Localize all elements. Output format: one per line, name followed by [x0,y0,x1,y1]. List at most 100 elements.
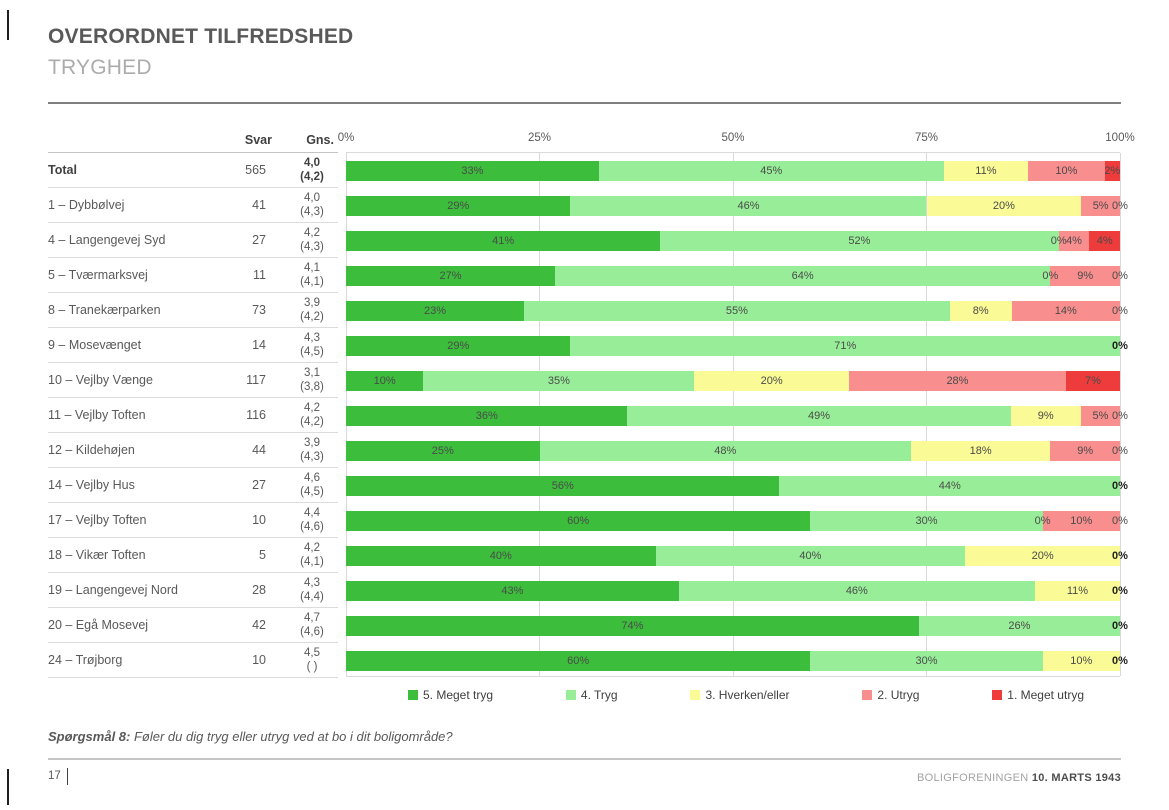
page-title: OVERORDNET TILFREDSHED [48,25,354,48]
segment-label: 30% [915,515,938,527]
gns-previous: (4,3) [300,241,324,253]
gns-current: 3,9 [304,436,320,449]
legend-item: 3. Hverken/eller [690,688,790,702]
gns-previous: (4,2) [300,311,324,323]
footer-date: 10. MARTS 1943 [1031,772,1121,784]
table-row: 1 – Dybbølvej 41 4,0 (4,3) [48,188,338,223]
segment-label: 43% [501,585,524,597]
row-gns-value: 4,2 (4,3) [286,226,338,255]
row-gns-value: 4,5 ( ) [286,646,338,675]
table-row: 10 – Vejlby Vænge 117 3,1 (3,8) [48,363,338,398]
bar-segment [598,161,944,181]
table-header: Svar Gns. [48,130,338,152]
gns-previous: (4,4) [300,591,324,603]
legend-swatch-icon [565,690,576,700]
table-row: 8 – Tranekærparken 73 3,9 (4,2) [48,293,338,328]
stacked-bar: 10% 35% 20% 28% 7% [346,371,1120,391]
row-svar-value: 42 [252,618,266,632]
axis-tick-label: 100% [1105,132,1135,144]
bar-row: 33% 45% 11% 10% 2% [346,153,1120,188]
table-row: 14 – Vejlby Hus 27 4,6 (4,5) [48,468,338,503]
row-svar-value: 5 [259,548,266,562]
bar-segment [949,301,1012,321]
segment-label: 11% [975,165,997,177]
legend-swatch-icon [408,690,418,700]
segment-label: 25% [431,445,454,457]
segment-label: 5% [1092,200,1109,212]
bar-segment [346,616,919,636]
segment-label: 64% [791,270,814,282]
row-label: 14 – Vejlby Hus [48,478,135,492]
bar-segment [1080,406,1120,426]
bar-row: 25% 48% 18% 9% 0% [346,433,1128,468]
gns-current: 4,2 [304,226,320,239]
segment-label: 20% [992,200,1015,212]
chart-plot-area: 33% 45% 11% 10% 2% 29% 46% 20% 5% 0% 41% 52% 0% 4% 4% 2… [345,152,1128,677]
bar-segment [570,196,927,216]
row-svar-value: 565 [245,163,266,177]
chart-legend: 5. Meget tryg 4. Tryg 3. Hverken/eller 2. U… [408,688,1084,702]
bar-segment [1042,511,1120,531]
gns-current: 4,6 [304,471,320,484]
bar-segment [1065,371,1120,391]
segment-label: 52% [848,235,871,247]
bar-segment [965,546,1120,566]
segment-label: 0% [1112,340,1128,352]
bar-segment [1050,441,1120,461]
row-gns-value: 4,2 (4,1) [286,541,338,570]
row-gns-value: 4,1 (4,1) [286,261,338,290]
table-row: 18 – Vikær Toften 5 4,2 (4,1) [48,538,338,573]
row-svar-value: 44 [252,443,266,457]
gns-previous: (4,5) [300,346,324,358]
stacked-bar: 33% 45% 11% 10% 2% [346,161,1120,181]
segment-label: 46% [737,200,760,212]
segment-label: 4% [1066,235,1082,247]
row-gns-value: 4,6 (4,5) [286,471,338,500]
row-svar-value: 27 [252,478,266,492]
legend-item: 1. Meget utryg [992,688,1084,702]
gridline [1119,153,1121,676]
gns-current: 4,4 [304,506,320,519]
segment-label: 29% [447,200,470,212]
row-label: 17 – Vejlby Toften [48,513,147,527]
segment-label: 28% [946,375,969,387]
segment-label: 23% [423,305,447,317]
bar-segment [1050,266,1120,286]
data-table: Total 565 4,0 (4,2) 1 – Dybbølvej 41 4,0 (4,3) 4… [48,152,338,678]
segment-label: 40% [489,550,512,562]
bar-row: 10% 35% 20% 28% 7% [346,363,1120,398]
row-gns-value: 4,2 (4,2) [286,401,338,430]
bar-segment [1104,161,1120,181]
bar-row: 74% 26% 0% [346,608,1128,643]
bar-segment [423,371,695,391]
gns-previous: (4,3) [300,451,324,463]
bar-segment [1010,406,1081,426]
column-header-svar: Svar [244,133,272,147]
bar-segment [694,371,850,391]
bar-row: 29% 71% 0% [346,328,1128,363]
bar-segment [660,231,1059,251]
table-row: 4 – Langengevej Syd 27 4,2 (4,3) [48,223,338,258]
row-gns-value: 3,1 (3,8) [286,366,338,395]
bar-segment [346,406,628,426]
bar-segment [346,476,780,496]
segment-label: 10% [1070,655,1093,667]
table-row: 24 – Trøjborg 10 4,5 ( ) [48,643,338,678]
row-svar-value: 14 [252,338,266,352]
gns-current: 4,0 [304,191,320,204]
row-svar-value: 27 [252,233,266,247]
segment-label: 18% [969,445,992,457]
legend-label: 4. Tryg [580,688,618,702]
bar-segment [627,406,1011,426]
bar-segment [1042,651,1120,671]
row-label: 11 – Vejlby Toften [48,408,146,422]
gns-previous: (4,6) [300,626,324,638]
segment-label: 10% [1055,165,1078,177]
row-label: 1 – Dybbølvej [48,198,125,212]
segment-label: 55% [725,305,748,317]
row-label: 12 – Kildehøjen [48,443,135,457]
segment-label: 74% [621,620,644,632]
legend-swatch-icon [862,690,873,700]
row-label: 19 – Langengevej Nord [48,583,178,597]
bar-segment [678,581,1035,601]
